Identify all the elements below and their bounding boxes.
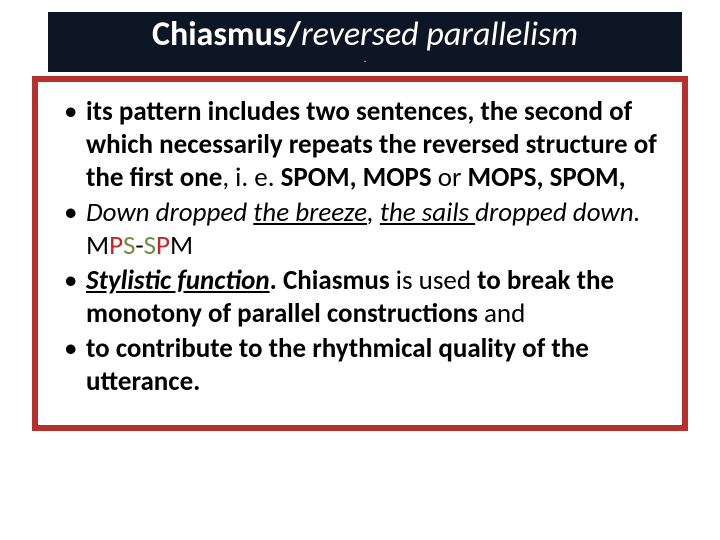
b3-t5: and [484, 297, 525, 330]
slide: Chiasmus/reversed parallelism . its patt… [0, 0, 720, 540]
b2-p1: P [109, 229, 123, 262]
b2-t5: dropped down. [475, 196, 640, 229]
b2-p2: P [156, 229, 170, 262]
b2-t4: the sails [380, 196, 475, 229]
b2-s2: S [144, 229, 156, 262]
b2-s1: S [123, 229, 135, 262]
b1-t5: MOPS, SPOM, [468, 161, 626, 194]
bullet-4: to contribute to the rhythmical quality … [58, 333, 662, 399]
bullet-3: Stylistic function. Chiasmus is used to … [58, 265, 662, 331]
title-part2: reversed parallelism [301, 14, 578, 55]
b2-dash: - [135, 229, 143, 262]
title-bar: Chiasmus/reversed parallelism . [48, 12, 682, 72]
b2-m: M [86, 229, 109, 262]
b2-t3: , [367, 196, 380, 229]
b1-t2: , i. e. [222, 161, 280, 194]
title-part1: Chiasmus/ [152, 14, 301, 55]
content-box: its pattern includes two sentences, the … [32, 76, 688, 430]
bullet-1: its pattern includes two sentences, the … [58, 96, 662, 195]
b4-t1: to contribute to the rhythmical quality … [86, 332, 589, 398]
b1-t3: SPOM, MOPS [281, 161, 432, 194]
b3-t2: . Chiasmus [270, 264, 396, 297]
b3-t1: Stylistic function [86, 264, 270, 297]
bullet-2: Down dropped the breeze, the sails dropp… [58, 197, 662, 263]
b2-t2: the breeze [253, 196, 367, 229]
b3-t3: is used [396, 264, 477, 297]
b2-m2: M [170, 229, 193, 262]
bullet-list: its pattern includes two sentences, the … [58, 96, 662, 398]
b2-t1: Down dropped [86, 196, 253, 229]
b1-t4: or [432, 161, 468, 194]
title-sub: . [72, 53, 658, 64]
